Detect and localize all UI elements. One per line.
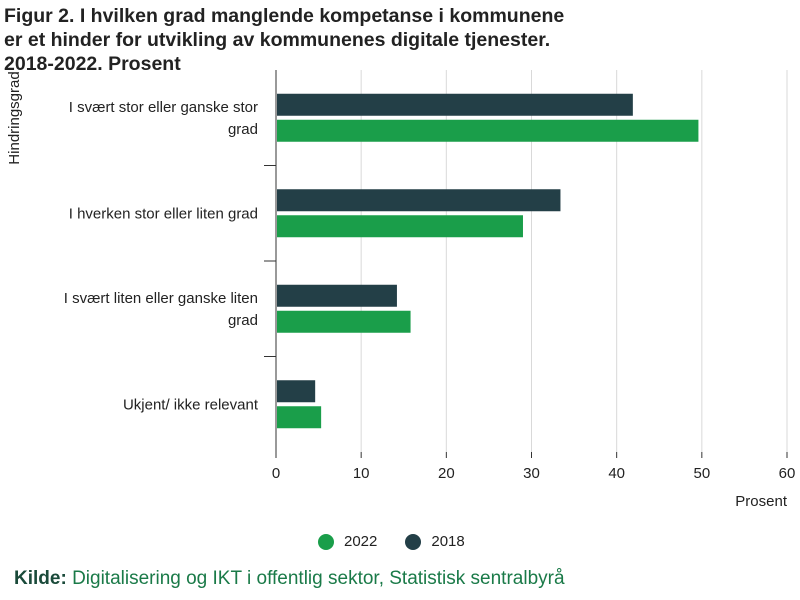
- legend-label-2022: 2022: [344, 533, 378, 550]
- legend-item-2022[interactable]: 2022: [318, 533, 377, 550]
- bar-2018-1[interactable]: [277, 189, 561, 212]
- x-tick-label-60: 60: [779, 465, 796, 482]
- category-labels: I svært stor eller ganske stor grad I hver…: [64, 99, 259, 414]
- category-label-line: I svært stor eller ganske stor: [69, 99, 258, 116]
- category-label-1: I hverken stor eller liten grad: [69, 205, 258, 222]
- bar-2018-2[interactable]: [277, 284, 397, 307]
- category-label-3: Ukjent/ ikke relevant: [123, 396, 259, 413]
- bar-2022-1[interactable]: [277, 215, 523, 238]
- category-label-line: I svært liten eller ganske liten: [64, 290, 258, 307]
- category-label-0: I svært stor eller ganske stor grad: [69, 99, 258, 138]
- bar-2022-3[interactable]: [277, 406, 322, 429]
- bar-2018-0[interactable]: [277, 93, 633, 116]
- x-tick-label-40: 40: [608, 465, 625, 482]
- y-axis-title: Hindringsgrad: [6, 71, 23, 164]
- x-tick-label-30: 30: [523, 465, 540, 482]
- bar-2022-2[interactable]: [277, 310, 411, 333]
- legend-item-2018[interactable]: 2018: [405, 533, 465, 550]
- x-tick-label-10: 10: [353, 465, 370, 482]
- x-tick-label-50: 50: [693, 465, 710, 482]
- category-label-line: grad: [228, 121, 258, 138]
- x-tick-label-0: 0: [272, 465, 280, 482]
- bar-2018-3[interactable]: [277, 380, 316, 403]
- x-tick-label-20: 20: [438, 465, 455, 482]
- legend-label-2018: 2018: [431, 533, 465, 550]
- category-label-line: grad: [228, 312, 258, 329]
- legend-swatch-2022: [318, 533, 334, 550]
- axes: 0 10 20 30 40 50 60: [264, 70, 795, 482]
- category-label-2: I svært liten eller ganske liten grad: [64, 290, 258, 329]
- bars: [277, 93, 699, 429]
- chart-title: Figur 2. I hvilken grad manglende kompet…: [4, 5, 565, 75]
- category-label-line: I hverken stor eller liten grad: [69, 205, 258, 222]
- bar-chart: 0 10 20 30 40 50 60 I svært stor eller ganske …: [6, 70, 795, 510]
- bar-2022-0[interactable]: [277, 119, 699, 142]
- source-label: Kilde:: [14, 568, 67, 589]
- legend: 2022 2018: [318, 533, 465, 550]
- legend-swatch-2018: [405, 533, 422, 550]
- source-note: Kilde: Digitalisering og IKT i offentlig…: [14, 568, 565, 590]
- x-axis-title: Prosent: [735, 493, 788, 510]
- category-label-line: Ukjent/ ikke relevant: [123, 396, 259, 413]
- source-text: Digitalisering og IKT i offentlig sektor…: [72, 568, 565, 589]
